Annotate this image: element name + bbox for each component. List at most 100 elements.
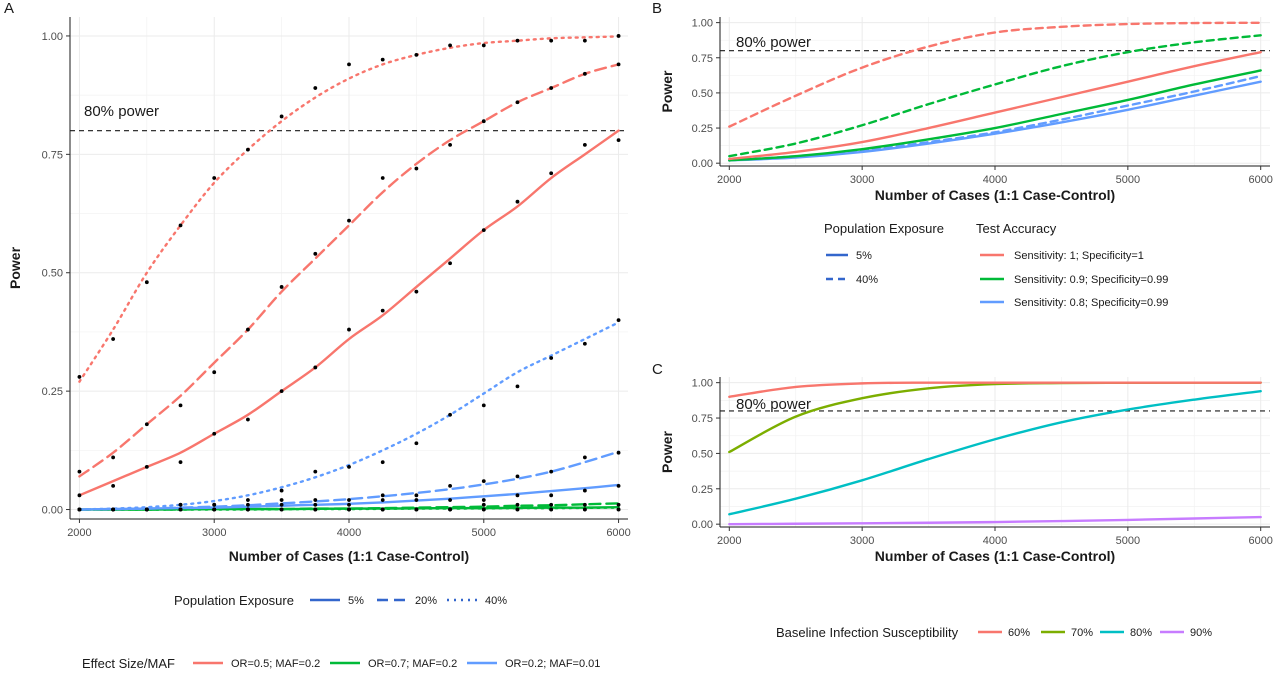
- legend-label-exposure-a: 40%: [485, 595, 507, 607]
- legend-label-exposure-b: 40%: [856, 274, 878, 286]
- panel-label-b: B: [652, 0, 662, 17]
- data-point-a: [347, 502, 351, 507]
- data-point-a: [347, 507, 351, 512]
- data-point-a: [582, 455, 587, 460]
- data-point-a: [144, 280, 149, 285]
- data-point-a: [616, 318, 621, 322]
- data-point-a: [481, 228, 486, 233]
- legend-title-susceptibility: Baseline Infection Susceptibility: [776, 625, 959, 640]
- data-point-a: [414, 498, 419, 502]
- data-point-a: [77, 507, 82, 512]
- data-point-a: [414, 52, 419, 57]
- legend-label-accuracy: Sensitivity: 1; Specificity=1: [1014, 250, 1144, 262]
- legend-label-effect: OR=0.2; MAF=0.01: [505, 658, 600, 670]
- legend-label-exposure-a: 20%: [415, 595, 437, 607]
- data-point-a: [77, 375, 82, 379]
- y-axis-title: Power: [659, 430, 675, 473]
- series-line-a-0: [78, 129, 620, 497]
- series-line-c-0: [728, 381, 1262, 399]
- data-point-a: [212, 507, 217, 512]
- data-point-a: [616, 502, 621, 507]
- data-point-a: [616, 34, 621, 38]
- data-point-a: [144, 465, 149, 469]
- data-point-a: [549, 502, 554, 507]
- data-point-a: [313, 251, 318, 256]
- y-tick-label: 0.00: [42, 505, 63, 517]
- data-point-a: [515, 199, 520, 204]
- data-point-a: [77, 469, 82, 474]
- data-point-a: [414, 507, 419, 512]
- data-point-a: [549, 469, 554, 474]
- data-point-a: [380, 460, 385, 465]
- panel-label-c: C: [652, 361, 663, 378]
- series-line-c-2: [728, 389, 1262, 516]
- data-point-a: [144, 422, 149, 427]
- data-point-a: [212, 370, 217, 375]
- x-tick-label: 4000: [983, 174, 1007, 186]
- data-point-a: [313, 502, 318, 507]
- data-point-a: [313, 365, 318, 370]
- data-point-a: [582, 507, 587, 512]
- data-point-a: [515, 38, 520, 43]
- x-tick-label: 4000: [983, 535, 1007, 547]
- series-line-b-3: [728, 34, 1262, 158]
- series-line-b-1: [728, 21, 1262, 128]
- legend-panel-b: Population Exposure 5% 40% Test Accuracy Sen…: [824, 221, 1168, 309]
- y-tick-label: 0.25: [692, 123, 713, 135]
- data-point-a: [380, 507, 385, 512]
- y-tick-label: 0.00: [692, 519, 713, 531]
- data-point-a: [178, 223, 183, 228]
- data-point-a: [178, 403, 183, 408]
- legend-panel-c: Baseline Infection Susceptibility 60% 70% 8…: [776, 625, 1212, 640]
- data-point-a: [549, 171, 554, 176]
- data-point-a: [448, 483, 452, 488]
- legend-label-effect: OR=0.7; MAF=0.2: [368, 658, 457, 670]
- data-point-a: [616, 62, 621, 67]
- data-point-a: [279, 114, 284, 119]
- data-point-a: [347, 465, 351, 469]
- data-point-a: [279, 285, 284, 289]
- x-tick-label: 6000: [1248, 535, 1272, 547]
- data-point-a: [380, 498, 385, 502]
- data-point-a: [347, 218, 351, 223]
- data-point-a: [549, 86, 554, 90]
- legend-title-exposure-a: Population Exposure: [174, 593, 294, 608]
- series-line-b-2: [728, 69, 1262, 162]
- panel-a: A 0.00 0.25 0.50 0.75 1.00 2000 3000 4000 5000 600…: [4, 0, 631, 564]
- legend-label-susceptibility: 60%: [1008, 627, 1030, 639]
- x-tick-label: 3000: [850, 174, 874, 186]
- data-point-a: [178, 502, 183, 507]
- data-point-a: [582, 71, 587, 76]
- data-point-a: [144, 507, 149, 512]
- data-point-a: [616, 507, 621, 512]
- data-point-a: [414, 166, 419, 171]
- y-tick-label: 0.50: [692, 448, 713, 460]
- data-point-a: [448, 498, 452, 502]
- data-point-a: [448, 142, 452, 147]
- data-point-a: [448, 412, 452, 417]
- data-point-a: [549, 493, 554, 498]
- data-point-a: [111, 507, 116, 512]
- data-point-a: [448, 261, 452, 266]
- series-line-c-3: [728, 515, 1262, 526]
- data-point-a: [246, 502, 250, 507]
- data-point-a: [380, 493, 385, 498]
- data-point-a: [347, 498, 351, 502]
- data-point-a: [246, 498, 250, 502]
- x-tick-label: 6000: [606, 527, 630, 539]
- data-point-a: [313, 507, 318, 512]
- data-point-a: [616, 450, 621, 455]
- data-point-a: [481, 119, 486, 124]
- data-point-a: [178, 507, 183, 512]
- data-point-a: [111, 483, 116, 488]
- x-tick-label: 5000: [472, 527, 496, 539]
- series-line-b-0: [728, 50, 1262, 161]
- data-point-a: [212, 502, 217, 507]
- data-point-a: [246, 147, 250, 152]
- panel-b: B 0.00 0.25 0.50 0.75 1.00 2000 3000 4000 5000 600…: [652, 0, 1273, 203]
- data-point-a: [549, 356, 554, 360]
- legend-panel-a: Population Exposure 5% 20% 40% Effect Size/M…: [82, 593, 600, 671]
- data-point-a: [279, 502, 284, 507]
- data-point-a: [481, 43, 486, 48]
